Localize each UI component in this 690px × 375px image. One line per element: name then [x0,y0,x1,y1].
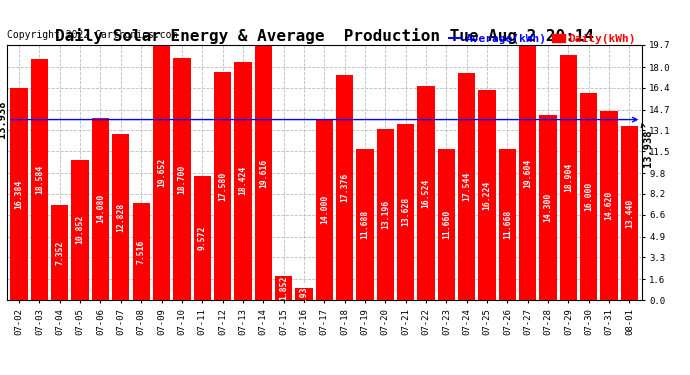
Bar [356,149,374,300]
Text: 13.938: 13.938 [641,123,653,168]
Bar [173,58,190,300]
Bar [275,276,293,300]
Bar [437,149,455,300]
Bar [397,124,414,300]
Bar [92,118,109,300]
Bar [295,288,313,300]
Text: 17.376: 17.376 [340,173,349,202]
Text: 1.852: 1.852 [279,276,288,300]
Bar [621,126,638,300]
Text: 0.936: 0.936 [299,282,308,306]
Text: 13.440: 13.440 [625,198,634,228]
Text: 11.668: 11.668 [503,210,512,239]
Text: 18.584: 18.584 [35,165,44,194]
Text: 16.000: 16.000 [584,182,593,211]
Bar [214,72,231,300]
Bar [255,46,272,300]
Text: 12.828: 12.828 [117,202,126,232]
Bar [235,62,252,300]
Text: 14.080: 14.080 [96,194,105,224]
Text: 13.196: 13.196 [381,200,390,229]
Text: 16.524: 16.524 [422,178,431,208]
Bar [31,60,48,300]
Bar [315,119,333,300]
Text: 16.224: 16.224 [482,180,491,210]
Bar [560,55,577,300]
Text: 17.580: 17.580 [218,172,227,201]
Text: Copyright 2022 Cartronics.com: Copyright 2022 Cartronics.com [7,30,177,40]
Legend: Average(kWh), Daily(kWh): Average(kWh), Daily(kWh) [448,34,636,44]
Text: 11.660: 11.660 [442,210,451,239]
Bar [417,86,435,300]
Bar [336,75,353,300]
Bar [580,93,598,300]
Text: 11.688: 11.688 [360,210,369,239]
Text: 13.628: 13.628 [401,197,410,226]
Bar [51,205,68,300]
Text: 19.652: 19.652 [157,158,166,188]
Text: 19.616: 19.616 [259,158,268,188]
Text: 14.300: 14.300 [544,193,553,222]
Text: 13.938: 13.938 [0,101,8,138]
Bar [499,149,516,300]
Text: 19.604: 19.604 [523,159,532,188]
Text: 18.700: 18.700 [177,164,186,194]
Title: Daily Solar Energy & Average  Production Tue Aug 2 20:14: Daily Solar Energy & Average Production … [55,28,594,44]
Text: 10.852: 10.852 [76,215,85,244]
Text: 17.544: 17.544 [462,172,471,201]
Text: 18.904: 18.904 [564,163,573,192]
Text: 18.424: 18.424 [239,166,248,195]
Bar [377,129,394,300]
Text: 16.384: 16.384 [14,179,23,209]
Bar [194,176,211,300]
Bar [540,115,557,300]
Text: 14.620: 14.620 [604,191,613,220]
Bar [153,46,170,300]
Bar [112,134,130,300]
Bar [600,111,618,300]
Bar [132,203,150,300]
Bar [10,88,28,300]
Bar [519,46,536,300]
Text: 7.352: 7.352 [55,240,64,265]
Bar [458,73,475,300]
Bar [478,90,495,300]
Text: 9.572: 9.572 [198,226,207,250]
Text: 7.516: 7.516 [137,239,146,264]
Text: 14.000: 14.000 [319,195,329,224]
Bar [72,159,89,300]
